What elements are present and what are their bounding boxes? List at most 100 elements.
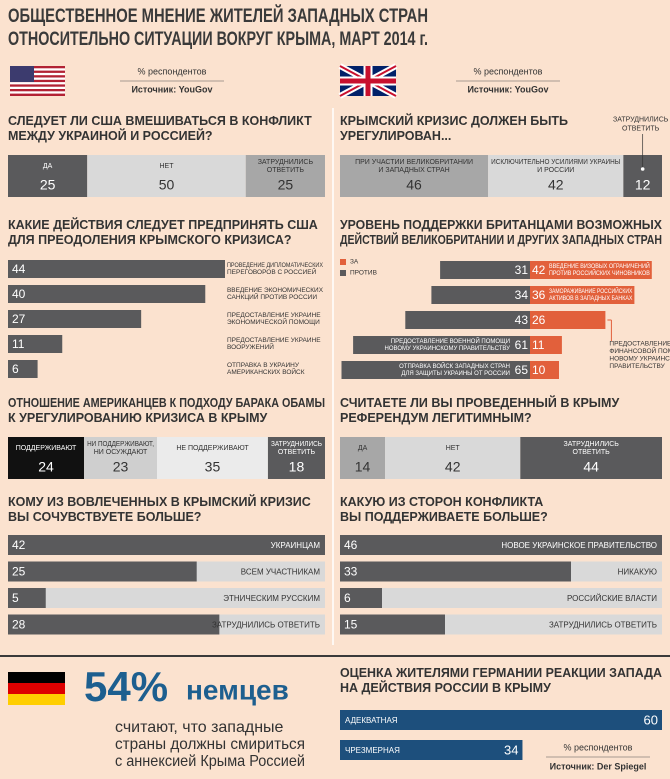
- de-flag: [8, 672, 65, 705]
- value-label: 50: [159, 177, 175, 193]
- segment-label: ПОДДЕРЖИВАЮТ: [16, 445, 77, 452]
- chart-title: СЛЕДУЕТ ЛИ США ВМЕШИВАТЬСЯ В КОНФЛИКТ: [8, 114, 312, 128]
- bar-segment: [245, 155, 325, 197]
- bar-segment: [488, 155, 624, 197]
- bar-against: [405, 311, 530, 329]
- value-label: 23: [113, 459, 129, 475]
- chart-title: ВЫ СОЧУВСТВУЕТЕ БОЛЬШЕ?: [8, 510, 201, 524]
- page-title: ОБЩЕСТВЕННОЕ МНЕНИЕ ЖИТЕЛЕЙ ЗАПАДНЫХ СТР…: [8, 5, 428, 27]
- segment-label: ДА: [43, 163, 53, 170]
- segment-label: ЗАТРУДНИЛИСЬ: [258, 159, 314, 166]
- segment-label: ЗАТРУДНИЛИСЬ: [613, 116, 669, 123]
- bar: [340, 588, 382, 608]
- value-label: 46: [344, 538, 358, 552]
- bar-label: НОВОМУ УКРАИНСКОМУ ПРАВИТЕЛЬСТВУ: [385, 346, 511, 352]
- chart-title: ДЛЯ ПРЕОДОЛЕНИЯ КРЫМСКОГО КРИЗИСА?: [8, 233, 292, 247]
- bar-for: [530, 286, 635, 304]
- bar-label: ДЛЯ ЗАЩИТЫ УКРАИНЫ ОТ РОССИИ: [401, 371, 510, 377]
- segment-label: И РОССИИ: [537, 167, 574, 174]
- value-label: 44: [12, 262, 26, 276]
- source-label: Источник: Der Spiegel: [550, 761, 647, 771]
- bar: [340, 535, 662, 555]
- bar-label: ЗАТРУДНИЛИСЬ ОТВЕТИТЬ: [212, 621, 320, 630]
- bar-label: ЗАМОРАЖИВАНИЕ РОССИЙСКИХ: [549, 287, 632, 295]
- bar-label: ПРОВЕДЕНИЕ ДИПЛОМАТИЧЕСКИХ: [227, 262, 324, 269]
- bar: [8, 260, 225, 278]
- bar-label: ПРЕДОСТАВЛЕНИЕ: [609, 340, 670, 347]
- bar-for: [530, 361, 559, 379]
- bar-label: ПРЕДОСТАВЛЕНИЕ ВОЕННОЙ ПОМОЩИ: [391, 337, 510, 345]
- us-flag: [10, 66, 65, 96]
- bar: [8, 588, 46, 608]
- bar: [8, 335, 63, 353]
- headline-word: немцев: [186, 674, 289, 705]
- bar-label: ПРАВИТЕЛЬСТВУ: [609, 363, 665, 370]
- value-label: 27: [12, 312, 26, 326]
- chart-title: НА ДЕЙСТВИЯ РОССИИ В КРЫМУ: [340, 680, 551, 695]
- value-label: 10: [532, 363, 546, 377]
- bar: [340, 561, 571, 582]
- legend-swatch: [340, 259, 346, 265]
- legend-label: ПРОТИВ: [350, 270, 377, 277]
- value-label: 15: [344, 618, 358, 632]
- bar-segment: [340, 155, 489, 197]
- bar-for: [530, 261, 652, 279]
- value-label: 40: [12, 287, 26, 301]
- headline-text: считают, что западные: [115, 719, 284, 736]
- segment-label: ЗАТРУДНИЛИСЬ: [271, 441, 322, 448]
- value-label: 25: [12, 565, 26, 579]
- value-label: 42: [12, 538, 26, 552]
- bar-segment: [8, 437, 85, 479]
- value-label: 34: [515, 288, 529, 302]
- headline-text: с аннексией Крыма Россией: [115, 753, 305, 770]
- value-label: 5: [12, 591, 19, 605]
- segment-label: НИ ПОДДЕРЖИВАЮТ,: [87, 441, 154, 448]
- headline-number: 54%: [84, 663, 168, 710]
- bar-for: [530, 311, 606, 329]
- segment-label: НЕ ПОДДЕРЖИВАЮТ: [176, 445, 249, 452]
- bar-for: [530, 336, 562, 354]
- segment-label: ОТВЕТИТЬ: [573, 449, 611, 456]
- value-label: 26: [532, 313, 546, 327]
- bar-track: [340, 588, 662, 608]
- value-label: 11: [532, 338, 545, 352]
- bar-label: ЭКОНОМИЧЕСКОЙ ПОМОЩИ: [227, 317, 320, 326]
- bar-against: [341, 361, 530, 379]
- bar-label: ВВЕДЕНИЕ ЭКОНОМИЧЕСКИХ: [227, 287, 324, 294]
- unit-label: % респондентов: [138, 66, 207, 76]
- bar-label: АДЕКВАТНАЯ: [345, 716, 398, 725]
- bar-label: НИКАКУЮ: [618, 568, 657, 577]
- chart-title: КАКУЮ ИЗ СТОРОН КОНФЛИКТА: [340, 495, 543, 509]
- bar-track: [8, 588, 325, 608]
- value-label: 18: [289, 459, 305, 475]
- value-label: 34: [504, 742, 518, 757]
- chart-title: ОТНОШЕНИЕ АМЕРИКАНЦЕВ К ПОДХОДУ БАРАКА О…: [8, 396, 325, 410]
- bar-segment: [8, 155, 88, 197]
- bar: [8, 561, 197, 582]
- chart-title: УРЕГУЛИРОВАН...: [340, 129, 451, 143]
- value-label: 33: [344, 565, 358, 579]
- bar-label: НОВОМУ УКРАИНСКОМУ: [609, 355, 670, 362]
- bar-label: ПРЕДОСТАВЛЕНИЕ УКРАИНЕ: [227, 312, 321, 319]
- bar-segment: [87, 155, 246, 197]
- value-label: 14: [355, 459, 371, 475]
- segment-label: ОТВЕТИТЬ: [267, 167, 305, 174]
- value-label: 44: [583, 459, 599, 475]
- chart-title: ВЫ ПОДДЕРЖИВАЕТЕ БОЛЬШЕ?: [340, 510, 548, 524]
- value-label: 12: [635, 177, 651, 193]
- bar-label: ЗАТРУДНИЛИСЬ ОТВЕТИТЬ: [549, 621, 657, 630]
- bar: [340, 614, 445, 635]
- bar-label: ФИНАНСОВОЙ ПОМОЩИ: [609, 346, 670, 355]
- bar-against: [353, 336, 530, 354]
- segment-label: И ЗАПАДНЫХ СТРАН: [378, 167, 449, 174]
- value-label: 6: [344, 591, 351, 605]
- legend-label: ЗА: [350, 259, 359, 266]
- callout-dot: [640, 167, 645, 171]
- bar-segment: [267, 437, 325, 479]
- bar: [8, 614, 220, 635]
- bar-label: НОВОЕ УКРАИНСКОЕ ПРАВИТЕЛЬСТВО: [501, 541, 657, 550]
- bar-label: ЭТНИЧЕСКИМ РУССКИМ: [223, 594, 320, 603]
- bar-segment: [520, 437, 662, 479]
